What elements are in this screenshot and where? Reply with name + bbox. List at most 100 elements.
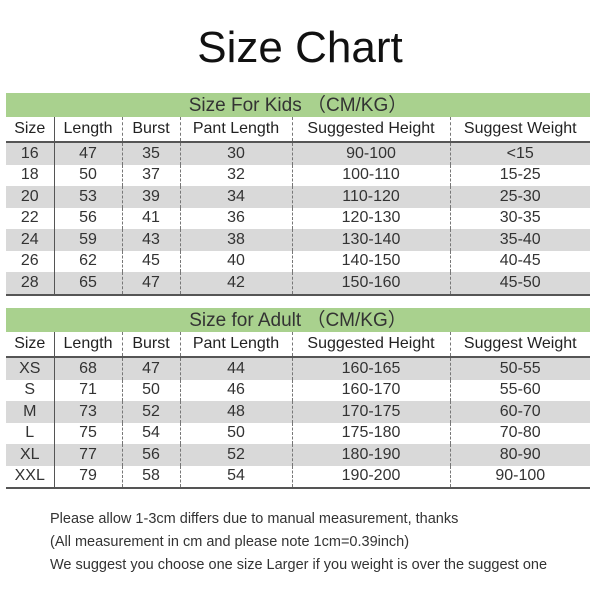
table-cell: 120-130 bbox=[291, 207, 450, 229]
column-header: Size bbox=[6, 332, 54, 358]
table-cell: 48 bbox=[179, 401, 292, 423]
table-cell: 65 bbox=[53, 272, 122, 296]
table-cell: 20 bbox=[6, 186, 54, 208]
table-cell: 71 bbox=[53, 379, 122, 401]
table-cell: 22 bbox=[20, 209, 39, 227]
table-cell: 24 bbox=[6, 229, 54, 251]
table-cell: 34 bbox=[179, 186, 292, 208]
table-row: L 75 54 50 175-180 70-80 bbox=[6, 422, 590, 444]
table-cell: 180-190 bbox=[291, 444, 450, 466]
kids-section-heading: Size For Kids （CM/KG） bbox=[6, 93, 590, 117]
table-cell: 160-165 bbox=[291, 357, 450, 380]
table-cell: <15 bbox=[449, 142, 590, 165]
table-cell: 26 bbox=[20, 252, 39, 270]
column-header: Suggest Weight bbox=[449, 332, 590, 358]
column-header: Suggested Height bbox=[291, 117, 450, 143]
column-header: Burst bbox=[121, 117, 180, 143]
adult-size-section: Size for Adult （CM/KG） Size Length Burst Pa… bbox=[6, 308, 590, 489]
table-cell: 50 bbox=[121, 379, 180, 401]
table-cell: 39 bbox=[121, 186, 180, 208]
table-cell: 90-100 bbox=[291, 142, 450, 165]
column-header: Burst bbox=[121, 332, 180, 358]
table-cell: 60-70 bbox=[449, 401, 590, 423]
table-cell: 40 bbox=[179, 250, 292, 272]
table-cell: 160-170 bbox=[291, 379, 450, 401]
table-cell: 130-140 bbox=[291, 229, 450, 251]
table-cell: 47 bbox=[53, 142, 122, 165]
table-cell: 35-40 bbox=[449, 229, 590, 251]
header-row: Size Length Burst Pant Length Suggested Heig… bbox=[6, 117, 590, 143]
table-cell: 70-80 bbox=[449, 422, 590, 444]
page-title: Size Chart bbox=[197, 23, 403, 72]
table-row: 26 62 45 40 140-150 40-45 bbox=[6, 250, 590, 272]
table-row: XXL 79 58 54 190-200 90-100 bbox=[6, 465, 590, 489]
notes: Please allow 1-3cm differs due to manual… bbox=[50, 508, 547, 577]
table-cell: 25-30 bbox=[449, 186, 590, 208]
table-cell: 54 bbox=[179, 465, 292, 489]
table-cell: 100-110 bbox=[291, 164, 450, 186]
note-line: Please allow 1-3cm differs due to manual… bbox=[50, 511, 459, 527]
column-header: Suggested Height bbox=[291, 332, 450, 358]
table-cell: 41 bbox=[121, 207, 180, 229]
table-cell: XS bbox=[6, 357, 54, 380]
table-cell: 140-150 bbox=[291, 250, 450, 272]
table-cell: 40-45 bbox=[449, 250, 590, 272]
table-cell: 59 bbox=[53, 229, 122, 251]
table-cell: 79 bbox=[53, 465, 122, 489]
table-cell: 52 bbox=[179, 444, 292, 466]
table-cell: XL bbox=[6, 444, 54, 466]
table-cell: 77 bbox=[53, 444, 122, 466]
table-row: 16 47 35 30 90-100 <15 bbox=[6, 142, 590, 165]
table-cell: 90-100 bbox=[449, 465, 590, 489]
table-row: 28 65 47 42 150-160 45-50 bbox=[6, 272, 590, 296]
table-cell: 68 bbox=[53, 357, 122, 380]
table-cell: 58 bbox=[121, 465, 180, 489]
table-cell: 38 bbox=[179, 229, 292, 251]
column-header: Length bbox=[53, 117, 122, 143]
table-cell: 150-160 bbox=[291, 272, 450, 296]
table-cell: 110-120 bbox=[291, 186, 450, 208]
adult-size-table: Size Length Burst Pant Length Suggested Heig… bbox=[6, 332, 590, 489]
column-header: Pant Length bbox=[179, 117, 292, 143]
table-row: 20 53 39 34 110-120 25-30 bbox=[6, 186, 590, 208]
table-cell: S bbox=[24, 381, 36, 399]
table-row: XL 77 56 52 180-190 80-90 bbox=[6, 444, 590, 466]
table-cell: 45 bbox=[121, 250, 180, 272]
note-line: (All measurement in cm and please note 1… bbox=[50, 534, 410, 550]
note-line: We suggest you choose one size Larger if… bbox=[50, 557, 548, 573]
column-header: Size bbox=[6, 117, 54, 143]
table-cell: M bbox=[6, 401, 54, 423]
table-cell: 42 bbox=[179, 272, 292, 296]
table-cell: 37 bbox=[121, 164, 180, 186]
table-row: 18 50 37 32 100-110 15-25 bbox=[6, 164, 590, 186]
table-cell: 170-175 bbox=[291, 401, 450, 423]
table-cell: 30 bbox=[179, 142, 292, 165]
table-cell: 45-50 bbox=[449, 272, 590, 296]
table-cell: 36 bbox=[179, 207, 292, 229]
adult-section-heading: Size for Adult （CM/KG） bbox=[6, 308, 590, 332]
table-cell: 54 bbox=[121, 422, 180, 444]
table-cell: 190-200 bbox=[291, 465, 450, 489]
kids-size-table: Size Length Burst Pant Length Suggested Heig… bbox=[6, 117, 590, 296]
table-cell: 44 bbox=[179, 357, 292, 380]
table-row: M 73 52 48 170-175 60-70 bbox=[6, 401, 590, 423]
table-cell: 80-90 bbox=[449, 444, 590, 466]
table-cell: 50 bbox=[53, 164, 122, 186]
table-cell: L bbox=[25, 424, 35, 442]
table-row: 24 59 43 38 130-140 35-40 bbox=[6, 229, 590, 251]
table-cell: 52 bbox=[121, 401, 180, 423]
column-header: Length bbox=[53, 332, 122, 358]
table-cell: 43 bbox=[121, 229, 180, 251]
table-cell: 62 bbox=[53, 250, 122, 272]
table-cell: 75 bbox=[53, 422, 122, 444]
table-cell: XXL bbox=[6, 465, 54, 489]
table-cell: 50 bbox=[179, 422, 292, 444]
table-cell: 56 bbox=[121, 444, 180, 466]
header-row: Size Length Burst Pant Length Suggested Heig… bbox=[6, 332, 590, 358]
table-row: S 71 50 46 160-170 55-60 bbox=[6, 379, 590, 401]
table-cell: 175-180 bbox=[291, 422, 450, 444]
column-header: Suggest Weight bbox=[449, 117, 590, 143]
column-header: Pant Length bbox=[179, 332, 292, 358]
table-cell: 15-25 bbox=[449, 164, 590, 186]
table-cell: 55-60 bbox=[449, 379, 590, 401]
